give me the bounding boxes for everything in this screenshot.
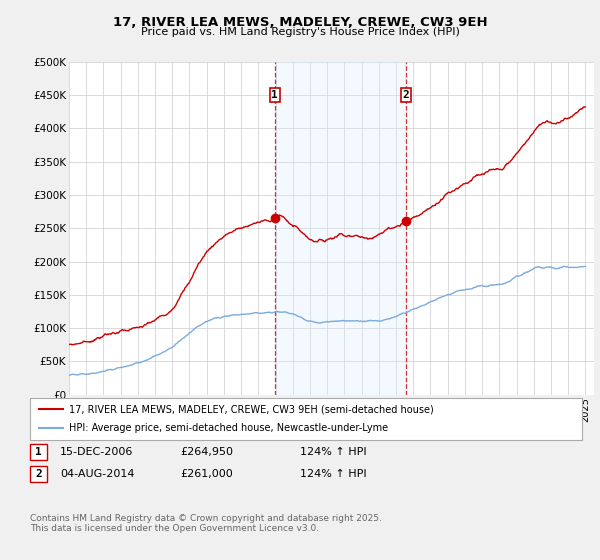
Text: HPI: Average price, semi-detached house, Newcastle-under-Lyme: HPI: Average price, semi-detached house,… [69,423,388,433]
FancyBboxPatch shape [270,87,280,102]
Text: 17, RIVER LEA MEWS, MADELEY, CREWE, CW3 9EH (semi-detached house): 17, RIVER LEA MEWS, MADELEY, CREWE, CW3 … [69,404,434,414]
Text: 15-DEC-2006: 15-DEC-2006 [60,447,133,457]
Text: 2: 2 [35,469,42,479]
Text: 124% ↑ HPI: 124% ↑ HPI [300,469,367,479]
Text: 04-AUG-2014: 04-AUG-2014 [60,469,134,479]
FancyBboxPatch shape [401,87,411,102]
Text: 17, RIVER LEA MEWS, MADELEY, CREWE, CW3 9EH: 17, RIVER LEA MEWS, MADELEY, CREWE, CW3 … [113,16,487,29]
Text: 124% ↑ HPI: 124% ↑ HPI [300,447,367,457]
Text: £261,000: £261,000 [180,469,233,479]
Text: £264,950: £264,950 [180,447,233,457]
Bar [275,62,406,395]
Text: Contains HM Land Registry data © Crown copyright and database right 2025.
This d: Contains HM Land Registry data © Crown c… [30,514,382,533]
Text: 1: 1 [35,447,42,457]
Text: Price paid vs. HM Land Registry's House Price Index (HPI): Price paid vs. HM Land Registry's House … [140,27,460,37]
Text: 2: 2 [403,90,410,100]
Text: 1: 1 [271,90,278,100]
